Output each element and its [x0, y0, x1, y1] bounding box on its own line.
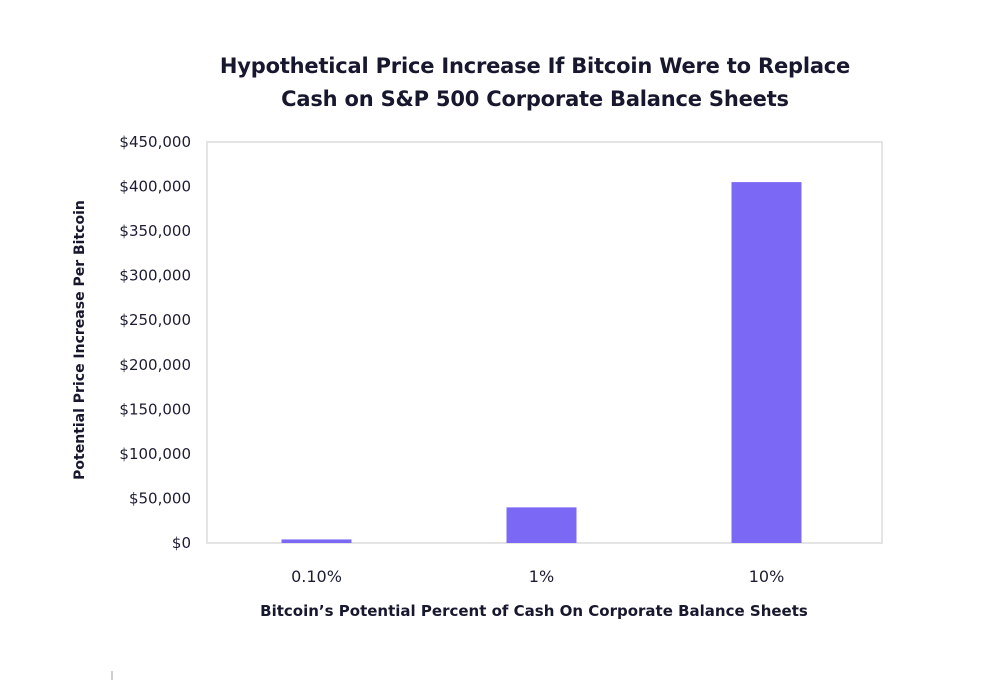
chart-title-line-1: Hypothetical Price Increase If Bitcoin W…: [219, 54, 851, 78]
chart-title: Hypothetical Price Increase If Bitcoin W…: [0, 50, 1000, 116]
x-tick-label: 10%: [749, 567, 785, 586]
y-tick-label: $300,000: [119, 267, 191, 285]
y-tick-label: $350,000: [119, 222, 191, 240]
y-tick-label: $250,000: [119, 311, 191, 329]
x-axis-label: Bitcoin’s Potential Percent of Cash On C…: [260, 602, 808, 620]
y-tick-label: $150,000: [119, 400, 191, 418]
y-axis-label: Potential Price Increase Per Bitcoin: [72, 200, 88, 480]
y-tick-label: $400,000: [119, 178, 191, 196]
y-tick-label: $0: [172, 534, 191, 552]
y-tick-label: $450,000: [119, 133, 191, 151]
x-tick-labels: 0.10% 1% 10%: [291, 567, 784, 586]
y-tick-label: $100,000: [119, 445, 191, 463]
page-edge-mark: [111, 671, 113, 680]
y-tick-labels: $0 $50,000 $100,000 $150,000 $200,000 $250,00…: [119, 133, 191, 552]
x-tick-label: 0.10%: [291, 567, 342, 586]
y-tick-label: $200,000: [119, 356, 191, 374]
bar: [731, 182, 802, 543]
bar: [281, 539, 352, 543]
bar: [506, 507, 577, 543]
bars: [281, 182, 802, 543]
x-tick-label: 1%: [529, 567, 554, 586]
chart-title-line-2: Cash on S&P 500 Corporate Balance Sheets: [281, 87, 789, 111]
y-tick-label: $50,000: [129, 489, 191, 507]
